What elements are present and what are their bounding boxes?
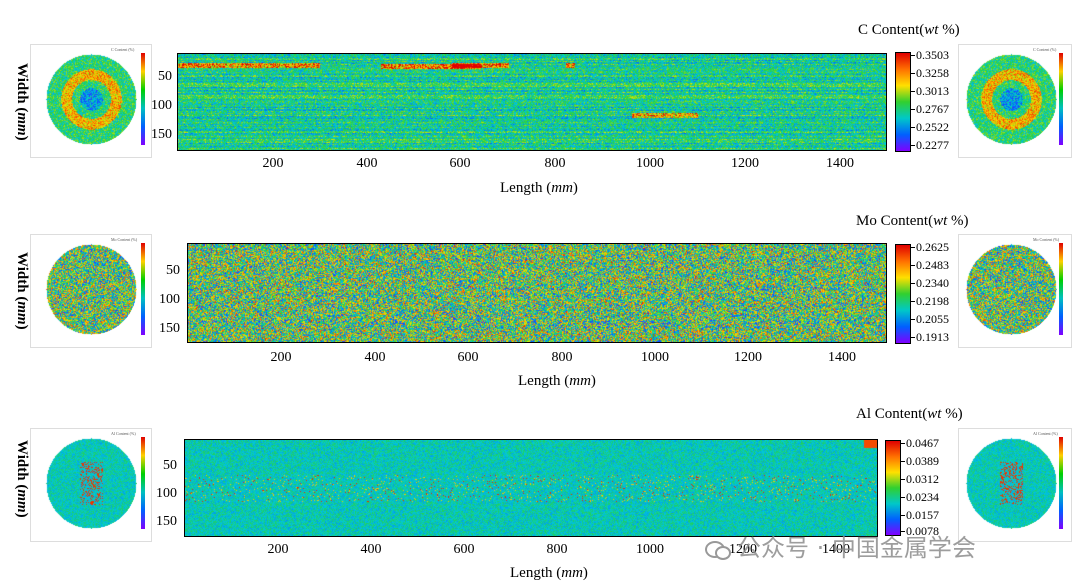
al-ytick: 100 bbox=[156, 486, 177, 501]
c-colorbar-tick: 0.2522 bbox=[911, 120, 949, 134]
al-content-heatmap bbox=[184, 439, 878, 537]
al-ytick: 50 bbox=[163, 458, 177, 473]
c-xtick: 400 bbox=[356, 156, 378, 171]
mo-colorbar-tick: 0.1913 bbox=[911, 330, 949, 344]
mo-x-axis-label: Length (mm) bbox=[518, 373, 596, 389]
c-y-axis-label: Width (mm) bbox=[14, 63, 30, 141]
al-colorbar-tick: 0.0389 bbox=[901, 454, 939, 468]
c-xtick: 200 bbox=[262, 156, 284, 171]
mo-content-heatmap bbox=[187, 243, 887, 343]
c-colorbar-title: C Content(wt %) bbox=[858, 22, 960, 38]
al-xtick: 800 bbox=[546, 542, 568, 557]
c-colorbar-tick: 0.2767 bbox=[911, 102, 949, 116]
mo-xtick: 1000 bbox=[641, 350, 669, 365]
al-colorbar-tick: 0.0157 bbox=[901, 508, 939, 522]
mo-xtick: 400 bbox=[364, 350, 386, 365]
mo-colorbar-title: Mo Content(wt %) bbox=[856, 213, 969, 229]
al-colorbar-tick: 0.0312 bbox=[901, 472, 939, 486]
mo-colorbar-tick: 0.2483 bbox=[911, 258, 949, 272]
al-xtick: 1000 bbox=[636, 542, 664, 557]
c-xtick: 600 bbox=[449, 156, 471, 171]
mo-xtick: 200 bbox=[270, 350, 292, 365]
al-y-axis-label: Width (mm) bbox=[14, 440, 30, 518]
mo-xtick: 1400 bbox=[828, 350, 856, 365]
mo-colorbar bbox=[895, 244, 911, 344]
c-x-axis-label: Length (mm) bbox=[500, 180, 578, 196]
al-x-axis-label: Length (mm) bbox=[510, 565, 588, 581]
c-ytick: 150 bbox=[151, 127, 172, 142]
al-cross-section-thumbnail: Al Content (%) bbox=[30, 428, 152, 542]
al-cross-section-thumbnail-right: Al Content (%) bbox=[958, 428, 1072, 542]
al-ytick: 150 bbox=[156, 514, 177, 529]
al-colorbar-tick: 0.0078 bbox=[901, 524, 939, 538]
c-cross-section-thumbnail: C Content (%) bbox=[30, 44, 152, 158]
mo-colorbar-tick: 0.2625 bbox=[911, 240, 949, 254]
mo-cross-section-thumbnail: Mo Content (%) bbox=[30, 234, 152, 348]
c-ytick: 100 bbox=[151, 98, 172, 113]
al-colorbar-tick: 0.0234 bbox=[901, 490, 939, 504]
mo-ytick: 100 bbox=[159, 292, 180, 307]
mo-xtick: 600 bbox=[457, 350, 479, 365]
c-xtick: 1000 bbox=[636, 156, 664, 171]
c-cross-section-thumbnail-right: C Content (%) bbox=[958, 44, 1072, 158]
mo-colorbar-tick: 0.2340 bbox=[911, 276, 949, 290]
mo-ytick: 50 bbox=[166, 263, 180, 278]
al-colorbar-tick: 0.0467 bbox=[901, 436, 939, 450]
c-colorbar bbox=[895, 52, 911, 152]
watermark: 公众号 · 中国金属学会 bbox=[705, 528, 976, 563]
mo-ytick: 150 bbox=[159, 321, 180, 336]
al-colorbar-title: Al Content(wt %) bbox=[856, 406, 963, 422]
c-ytick: 50 bbox=[158, 69, 172, 84]
c-colorbar-tick: 0.3258 bbox=[911, 66, 949, 80]
mo-y-axis-label: Width (mm) bbox=[14, 252, 30, 330]
c-colorbar-tick: 0.3503 bbox=[911, 48, 949, 62]
mo-colorbar-tick: 0.2055 bbox=[911, 312, 949, 326]
c-colorbar-tick: 0.3013 bbox=[911, 84, 949, 98]
al-xtick: 1200 bbox=[729, 542, 757, 557]
mo-cross-section-thumbnail-right: Mo Content (%) bbox=[958, 234, 1072, 348]
c-content-heatmap bbox=[177, 53, 887, 151]
c-xtick: 1200 bbox=[731, 156, 759, 171]
mo-colorbar-tick: 0.2198 bbox=[911, 294, 949, 308]
mo-xtick: 800 bbox=[551, 350, 573, 365]
c-xtick: 1400 bbox=[826, 156, 854, 171]
al-xtick: 1400 bbox=[822, 542, 850, 557]
al-xtick: 600 bbox=[453, 542, 475, 557]
c-xtick: 800 bbox=[544, 156, 566, 171]
wechat-icon bbox=[705, 539, 731, 560]
al-xtick: 400 bbox=[360, 542, 382, 557]
al-xtick: 200 bbox=[267, 542, 289, 557]
mo-xtick: 1200 bbox=[734, 350, 762, 365]
c-colorbar-tick: 0.2277 bbox=[911, 138, 949, 152]
al-colorbar bbox=[885, 440, 901, 536]
